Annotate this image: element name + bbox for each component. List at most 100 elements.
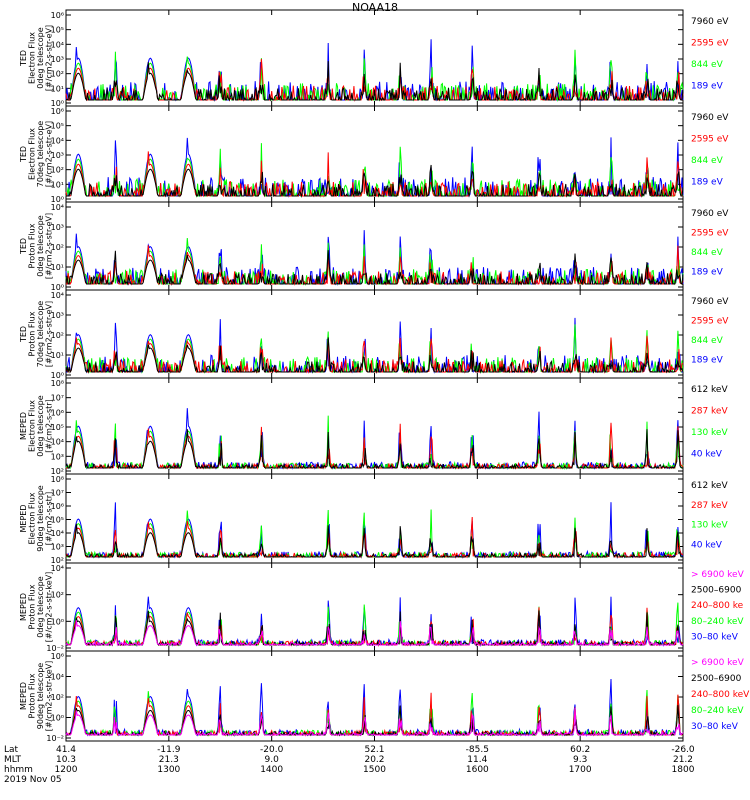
legend-entry: 2595 eV: [691, 39, 729, 49]
y-axis-label: TEDElectron Flux0deg telescope[#/cm2-s-s…: [19, 25, 54, 91]
y-tick-label: 10⁵: [51, 516, 64, 525]
y-axis-label: TEDProton Flux70deg telescope[#/cm2-s-st…: [19, 301, 54, 368]
y-axis-label-line: 0deg telescope: [36, 395, 45, 456]
y-axis-label-line: 0deg telescope: [36, 215, 45, 276]
mlt-label: 20.2: [364, 755, 384, 765]
mlt-label: 21.3: [159, 755, 179, 765]
y-tick-label: 10³: [51, 311, 64, 320]
y-tick-label: 10⁴: [51, 673, 64, 682]
y-tick-label: 10¹: [51, 84, 64, 93]
y-tick-label: 10¹: [51, 351, 64, 360]
legend-entry: 30–80 keV: [691, 632, 739, 642]
y-axis-label: MEPEDElectron Flux90deg telescope[#/cm2-…: [19, 485, 54, 552]
y-tick-label: 10¹: [51, 180, 64, 189]
legend-entry: > 6900 keV: [691, 658, 745, 668]
bottom-row-label: hhmm: [4, 765, 33, 775]
legend-entry: 80–240 keV: [691, 617, 744, 627]
y-tick-label: 10²: [51, 166, 64, 175]
lat-label: 41.4: [56, 745, 76, 755]
y-tick-label: 10⁰: [51, 99, 64, 108]
y-tick-label: 10²: [51, 70, 64, 79]
data-series-line: [65, 61, 684, 102]
y-axis-label-line: [#/cm2-s-str]: [45, 399, 54, 452]
chart-title: NOAA18: [351, 1, 399, 14]
legend-entry: 189 eV: [691, 356, 724, 366]
y-axis-label-line: Proton Flux: [28, 223, 37, 268]
y-axis-label-line: Proton Flux: [28, 584, 37, 629]
legend-entry: 2595 eV: [691, 135, 729, 145]
y-axis-label-line: MEPED: [19, 505, 28, 533]
mlt-label: 9.0: [265, 755, 280, 765]
y-axis-label-line: TED: [19, 50, 28, 67]
y-tick-label: 10²: [51, 591, 64, 600]
y-tick-label: 10⁵: [51, 122, 64, 131]
legend-entry: 844 eV: [691, 248, 724, 258]
y-axis-label: TEDElectron Flux70deg telescope[#/cm2-s-…: [19, 121, 54, 188]
panel-frame: [65, 377, 684, 475]
y-tick-label: 10²: [51, 693, 64, 702]
lat-label: 60.2: [570, 745, 590, 755]
y-axis-label-line: TED: [19, 146, 28, 163]
y-tick-label: 10⁶: [51, 408, 64, 417]
y-tick-label: 10⁴: [51, 438, 64, 447]
y-tick-label: 10⁰: [51, 283, 64, 292]
data-series-line: [66, 422, 684, 470]
y-tick-label: 10⁴: [51, 564, 64, 573]
y-tick-label: 10⁸: [51, 379, 64, 388]
time-label: 1600: [466, 765, 489, 775]
y-tick-label: 10⁶: [51, 11, 64, 20]
data-series-line: [65, 610, 683, 647]
legend-entry: 7960 eV: [691, 297, 729, 307]
data-series-line: [65, 408, 684, 470]
y-tick-label: 10³: [51, 452, 64, 461]
legend-entry: 612 keV: [691, 385, 728, 395]
y-axis-label-line: 90deg telescope: [36, 663, 45, 730]
y-axis-label-line: MEPED: [19, 682, 28, 710]
time-label: 1800: [672, 765, 695, 775]
data-series-line: [65, 230, 684, 286]
y-tick-label: 10¹: [51, 263, 64, 272]
panel-5: 10² 10³ 10⁴ 10⁵ 10⁶ 10⁷ 10⁸ MEPEDElectron Flux0…: [19, 377, 728, 476]
data-series-line: [65, 596, 684, 647]
y-tick-label: 10⁴: [51, 203, 64, 212]
y-tick-label: 10⁻²: [46, 644, 64, 653]
y-tick-label: 10⁷: [51, 489, 64, 498]
y-tick-label: 10⁷: [51, 394, 64, 403]
y-tick-label: 10³: [51, 543, 64, 552]
data-series-line: [65, 516, 684, 559]
legend-entry: 612 keV: [691, 481, 728, 491]
y-axis-label-line: MEPED: [19, 593, 28, 621]
y-axis-label-line: TED: [19, 238, 28, 255]
legend-entry: 844 eV: [691, 60, 724, 70]
panel-frame: [65, 562, 684, 652]
y-axis-label-line: TED: [19, 326, 28, 343]
y-axis-label-line: [#/cm2-s-str-eV]: [45, 301, 54, 367]
legend-entry: > 6900 keV: [691, 570, 745, 580]
panel-2: 10⁰ 10¹ 10² 10³ 10⁴ 10⁵ 10⁶ TEDElectron Flux70d…: [19, 105, 729, 204]
date-label: 2019 Nov 05: [4, 775, 62, 785]
y-tick-label: 10⁰: [51, 371, 64, 380]
y-tick-label: 10³: [51, 223, 64, 232]
legend-entry: 7960 eV: [691, 17, 729, 27]
data-series-line: [65, 607, 684, 647]
y-axis-label-line: 90deg telescope: [36, 485, 45, 552]
legend-entry: 189 eV: [691, 82, 724, 92]
lat-label: -26.0: [671, 745, 695, 755]
data-series-line: [65, 602, 684, 647]
mlt-label: 9.3: [573, 755, 587, 765]
y-axis-label-line: Electron Flux: [28, 400, 37, 452]
data-series-line: [65, 429, 683, 470]
y-tick-label: 10⁻²: [46, 734, 64, 743]
y-axis-label-line: Electron Flux: [28, 492, 37, 544]
y-tick-label: 10³: [51, 151, 64, 160]
data-series-line: [65, 707, 684, 737]
panel-frame: [65, 650, 684, 742]
bottom-row-label: Lat: [4, 745, 19, 755]
legend-entry: 80–240 keV: [691, 706, 744, 716]
y-axis-label: MEPEDProton Flux0deg telescope[#/cm2-s-s…: [19, 572, 54, 643]
y-tick-label: 10³: [51, 55, 64, 64]
